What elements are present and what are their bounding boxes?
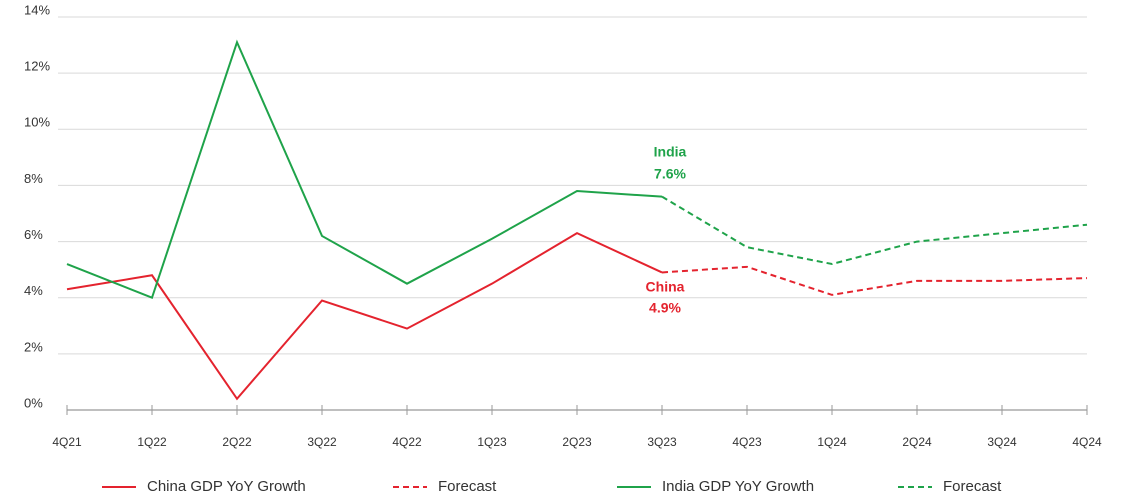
legend-label: Forecast [438,478,497,495]
y-tick-label: 8% [24,171,43,186]
x-tick-label: 2Q22 [222,435,252,449]
x-tick-label: 4Q24 [1072,435,1102,449]
x-tick-label: 3Q23 [647,435,677,449]
y-tick-label: 12% [24,59,50,74]
y-tick-label: 14% [24,2,50,17]
x-tick-label: 2Q24 [902,435,932,449]
x-tick-label: 4Q23 [732,435,762,449]
annotation: 7.6% [654,166,686,182]
x-tick-label: 2Q23 [562,435,592,449]
legend-label: Forecast [943,478,1002,495]
annotation: India [654,144,687,160]
x-tick-label: 1Q24 [817,435,847,449]
x-tick-label: 3Q24 [987,435,1017,449]
series-line [661,195,1088,266]
series-line [66,232,663,401]
annotation: 4.9% [649,300,681,316]
y-tick-label: 2% [24,339,43,354]
legend-label: China GDP YoY Growth [147,478,306,495]
y-tick-label: 0% [24,395,43,410]
legend-label: India GDP YoY Growth [662,478,814,495]
y-tick-label: 6% [24,227,43,242]
series-line [661,265,1088,296]
x-tick-label: 1Q23 [477,435,507,449]
y-tick-label: 10% [24,115,50,130]
annotation: China [646,279,685,295]
x-tick-label: 3Q22 [307,435,337,449]
x-tick-label: 4Q22 [392,435,422,449]
y-tick-label: 4% [24,283,43,298]
series-line [66,39,663,300]
x-tick-label: 1Q22 [137,435,167,449]
x-tick-label: 4Q21 [52,435,82,449]
